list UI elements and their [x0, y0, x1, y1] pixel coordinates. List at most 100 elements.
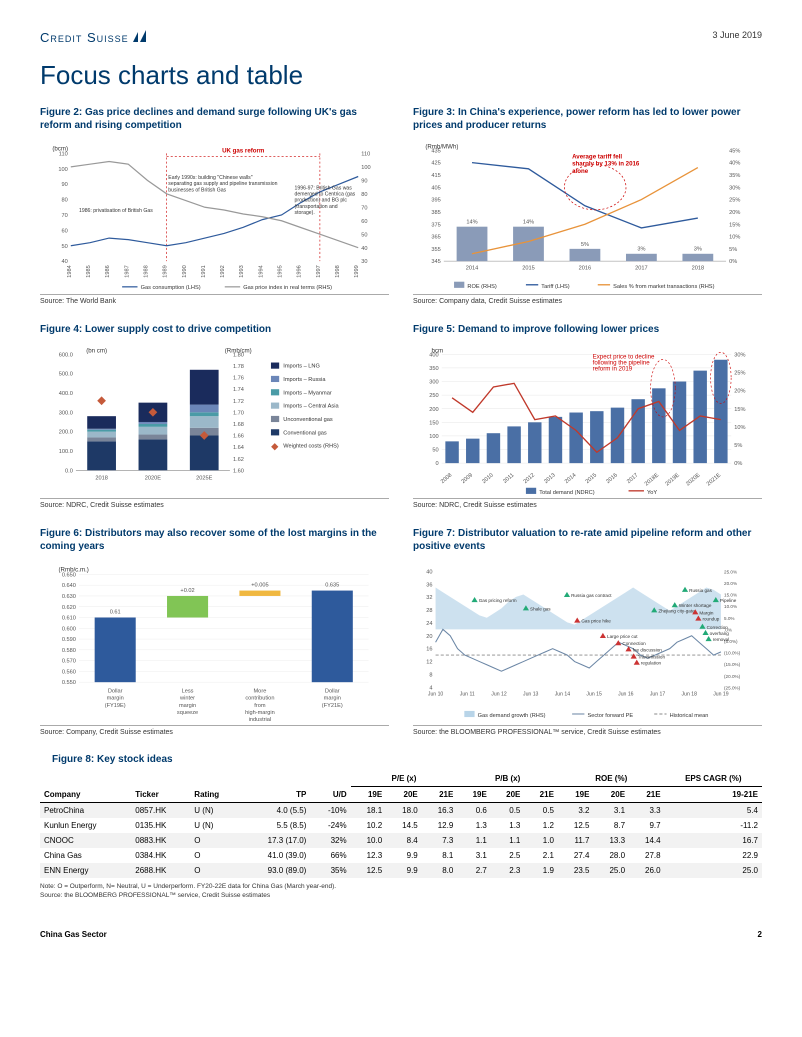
svg-text:70: 70	[361, 205, 367, 211]
svg-text:winter: winter	[179, 696, 195, 702]
svg-text:Early 1990s: building "Chinese: Early 1990s: building "Chinese walls"	[168, 175, 252, 181]
svg-text:20%: 20%	[734, 389, 745, 395]
svg-text:Winter shortage: Winter shortage	[679, 603, 712, 608]
table-group-header: P/B (x)	[457, 771, 558, 787]
svg-text:35%: 35%	[729, 173, 740, 179]
svg-text:60: 60	[361, 219, 367, 225]
svg-text:alone: alone	[572, 168, 589, 175]
svg-text:2008: 2008	[440, 472, 453, 485]
svg-text:10%: 10%	[734, 425, 745, 431]
table-col-header: 20E	[491, 787, 525, 803]
table-row: CNOOC0883.HKO17.3 (17.0)32%10.08.47.31.1…	[40, 833, 762, 848]
svg-text:0.61: 0.61	[110, 609, 121, 615]
svg-text:40: 40	[426, 569, 432, 575]
table-col-header: U/D	[310, 787, 350, 803]
svg-text:Jun 19: Jun 19	[713, 691, 729, 697]
svg-text:30: 30	[361, 259, 367, 265]
svg-text:(FY21E): (FY21E)	[322, 703, 343, 709]
svg-text:1995: 1995	[278, 265, 284, 278]
svg-text:regulation: regulation	[641, 661, 662, 666]
svg-text:60: 60	[61, 228, 67, 234]
svg-text:0.630: 0.630	[62, 594, 76, 600]
svg-text:1.78: 1.78	[233, 364, 244, 370]
svg-text:1985: 1985	[86, 265, 92, 278]
svg-text:8: 8	[429, 672, 432, 678]
svg-text:Jun 17: Jun 17	[650, 691, 666, 697]
svg-text:2021E: 2021E	[706, 472, 723, 487]
table-col-header: Rating	[190, 787, 240, 803]
svg-text:0.550: 0.550	[62, 680, 76, 686]
svg-text:Dollar: Dollar	[108, 688, 123, 694]
svg-text:5%: 5%	[729, 247, 737, 253]
svg-text:Jun 18: Jun 18	[682, 691, 698, 697]
svg-text:1.74: 1.74	[233, 387, 244, 393]
svg-text:2014: 2014	[466, 265, 479, 271]
svg-text:385: 385	[431, 210, 440, 216]
svg-text:2016: 2016	[605, 472, 618, 485]
svg-text:(bcm): (bcm)	[52, 145, 68, 152]
svg-text:roundup: roundup	[702, 617, 719, 622]
svg-text:50: 50	[432, 448, 438, 454]
svg-text:Gas demand growth (RHS): Gas demand growth (RHS)	[478, 713, 546, 719]
svg-text:90: 90	[61, 182, 67, 188]
svg-text:0.650: 0.650	[62, 572, 76, 578]
svg-text:Gas consumption (LHS): Gas consumption (LHS)	[141, 285, 201, 291]
page-footer: China Gas Sector 2	[40, 930, 762, 939]
svg-text:Average tariff fell: Average tariff fell	[572, 154, 622, 161]
figure-2: Figure 2: Gas price declines and demand …	[40, 106, 389, 305]
svg-text:3%: 3%	[694, 247, 702, 253]
figure-5-source: Source: NDRC, Credit Suisse estimates	[413, 502, 762, 509]
svg-text:(20.0%): (20.0%)	[724, 674, 741, 679]
svg-text:500.0: 500.0	[59, 372, 73, 378]
svg-text:fee discussion: fee discussion	[633, 647, 663, 652]
svg-text:20.0%: 20.0%	[724, 581, 737, 586]
svg-text:1988: 1988	[143, 265, 149, 278]
svg-text:production) and BG plc: production) and BG plc	[295, 198, 348, 204]
svg-text:(10.0%): (10.0%)	[724, 651, 741, 656]
figure-7-title: Figure 7: Distributor valuation to re-ra…	[413, 527, 762, 553]
table-group-header: ROE (%)	[558, 771, 665, 787]
figure-4-canvas: 0.0100.0200.0300.0400.0500.0600.01.601.6…	[40, 342, 389, 499]
svg-text:Margin: Margin	[699, 610, 714, 615]
table-group-header: P/E (x)	[351, 771, 458, 787]
svg-text:(25.0%): (25.0%)	[724, 685, 741, 690]
svg-text:1.70: 1.70	[233, 410, 244, 416]
svg-text:0.580: 0.580	[62, 648, 76, 654]
table-group-header: EPS CAGR (%)	[665, 771, 762, 787]
svg-text:36: 36	[426, 582, 432, 588]
svg-text:Gas price hike: Gas price hike	[581, 619, 611, 624]
svg-text:2020E: 2020E	[145, 476, 162, 482]
figure-3-source: Source: Company data, Credit Suisse esti…	[413, 298, 762, 305]
svg-text:28: 28	[426, 608, 432, 614]
table-col-header: 19E	[558, 787, 594, 803]
svg-text:45%: 45%	[729, 148, 740, 154]
svg-text:365: 365	[431, 235, 440, 241]
svg-text:2013: 2013	[543, 472, 556, 485]
svg-text:1997: 1997	[316, 265, 322, 278]
svg-text:100: 100	[361, 165, 370, 171]
svg-text:bcm: bcm	[431, 347, 443, 354]
svg-text:30%: 30%	[734, 352, 745, 358]
svg-text:24: 24	[426, 621, 432, 627]
figure-8-note: Note: O = Outperform, N= Neutral, U = Un…	[40, 882, 762, 900]
svg-text:0: 0	[436, 461, 439, 467]
svg-text:250: 250	[429, 393, 438, 399]
svg-text:30%: 30%	[729, 185, 740, 191]
table-col-header: 21E	[629, 787, 665, 803]
table-col-header: 21E	[524, 787, 558, 803]
footer-left: China Gas Sector	[40, 930, 107, 939]
svg-text:15%: 15%	[734, 407, 745, 413]
svg-text:margin: margin	[179, 703, 196, 709]
svg-text:1999: 1999	[354, 265, 360, 278]
figure-6-title: Figure 6: Distributors may also recover …	[40, 527, 389, 553]
svg-text:Jun 13: Jun 13	[523, 691, 539, 697]
svg-text:400.0: 400.0	[59, 391, 73, 397]
figure-3-title: Figure 3: In China's experience, power r…	[413, 106, 762, 132]
page-title: Focus charts and table	[40, 60, 762, 91]
svg-text:YoY: YoY	[647, 490, 657, 496]
svg-text:1986: privatisation of British: 1986: privatisation of British Gas	[79, 208, 153, 214]
svg-text:40%: 40%	[729, 161, 740, 167]
svg-text:4: 4	[429, 685, 432, 691]
table-row: Kunlun Energy0135.HKU (N)5.5 (8.5)-24%10…	[40, 818, 762, 833]
svg-text:2014: 2014	[564, 472, 577, 485]
